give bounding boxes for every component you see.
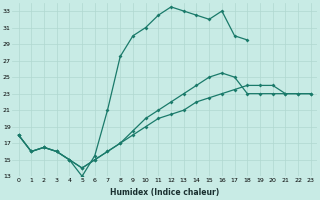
- X-axis label: Humidex (Indice chaleur): Humidex (Indice chaleur): [110, 188, 219, 197]
